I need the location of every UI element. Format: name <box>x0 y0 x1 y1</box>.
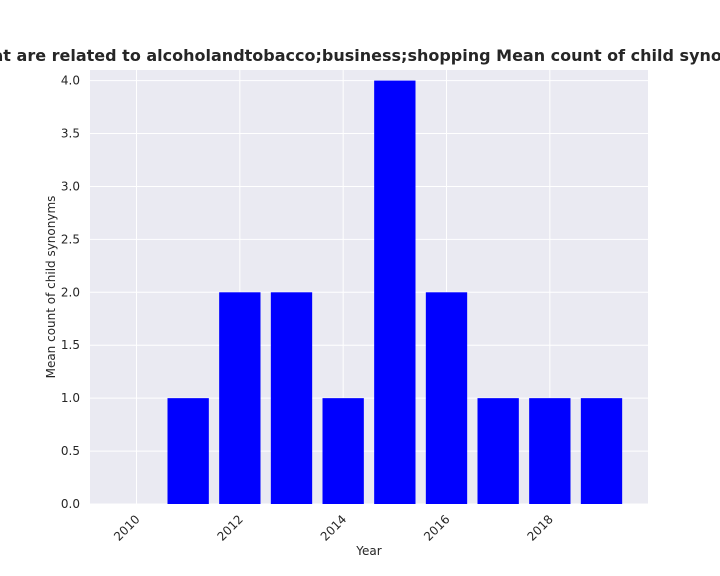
bars <box>167 80 623 505</box>
bar-2019 <box>580 398 623 504</box>
bar-2012 <box>219 292 261 504</box>
y-tick-label: 3.5 <box>61 127 80 141</box>
y-tick-label: 4.0 <box>61 74 80 88</box>
bar-2015 <box>374 80 416 505</box>
bar-2016 <box>425 292 468 504</box>
bar-2018 <box>529 398 571 504</box>
bar-2014 <box>322 398 364 504</box>
y-axis-ticks: 0.0 0.5 1.0 1.5 2.0 2.5 3.0 3.5 4.0 <box>61 74 80 511</box>
y-axis-label: Mean count of child synonyms <box>44 196 58 379</box>
chart-title: Number of subjects that are related to a… <box>0 46 720 65</box>
x-tick-label: 2010 <box>111 512 142 543</box>
y-tick-label: 0.0 <box>61 497 80 511</box>
x-tick-label: 2016 <box>421 512 452 543</box>
x-axis-label: Year <box>355 544 381 558</box>
x-tick-label: 2018 <box>524 512 555 543</box>
y-tick-label: 2.5 <box>61 232 80 246</box>
bar-2017 <box>477 398 519 504</box>
y-tick-label: 1.0 <box>61 391 80 405</box>
x-axis-ticks: 2010 2012 2014 2016 2018 <box>111 512 556 543</box>
bar-2011 <box>167 398 209 504</box>
y-tick-label: 3.0 <box>61 179 80 193</box>
chart-title-container: Number of subjects that are related to a… <box>0 46 720 70</box>
y-tick-label: 1.5 <box>61 338 80 352</box>
bar-2013 <box>270 292 313 504</box>
y-tick-label: 0.5 <box>61 444 80 458</box>
y-tick-label: 2.0 <box>61 285 80 299</box>
x-tick-label: 2014 <box>318 512 349 543</box>
x-tick-label: 2012 <box>214 512 245 543</box>
